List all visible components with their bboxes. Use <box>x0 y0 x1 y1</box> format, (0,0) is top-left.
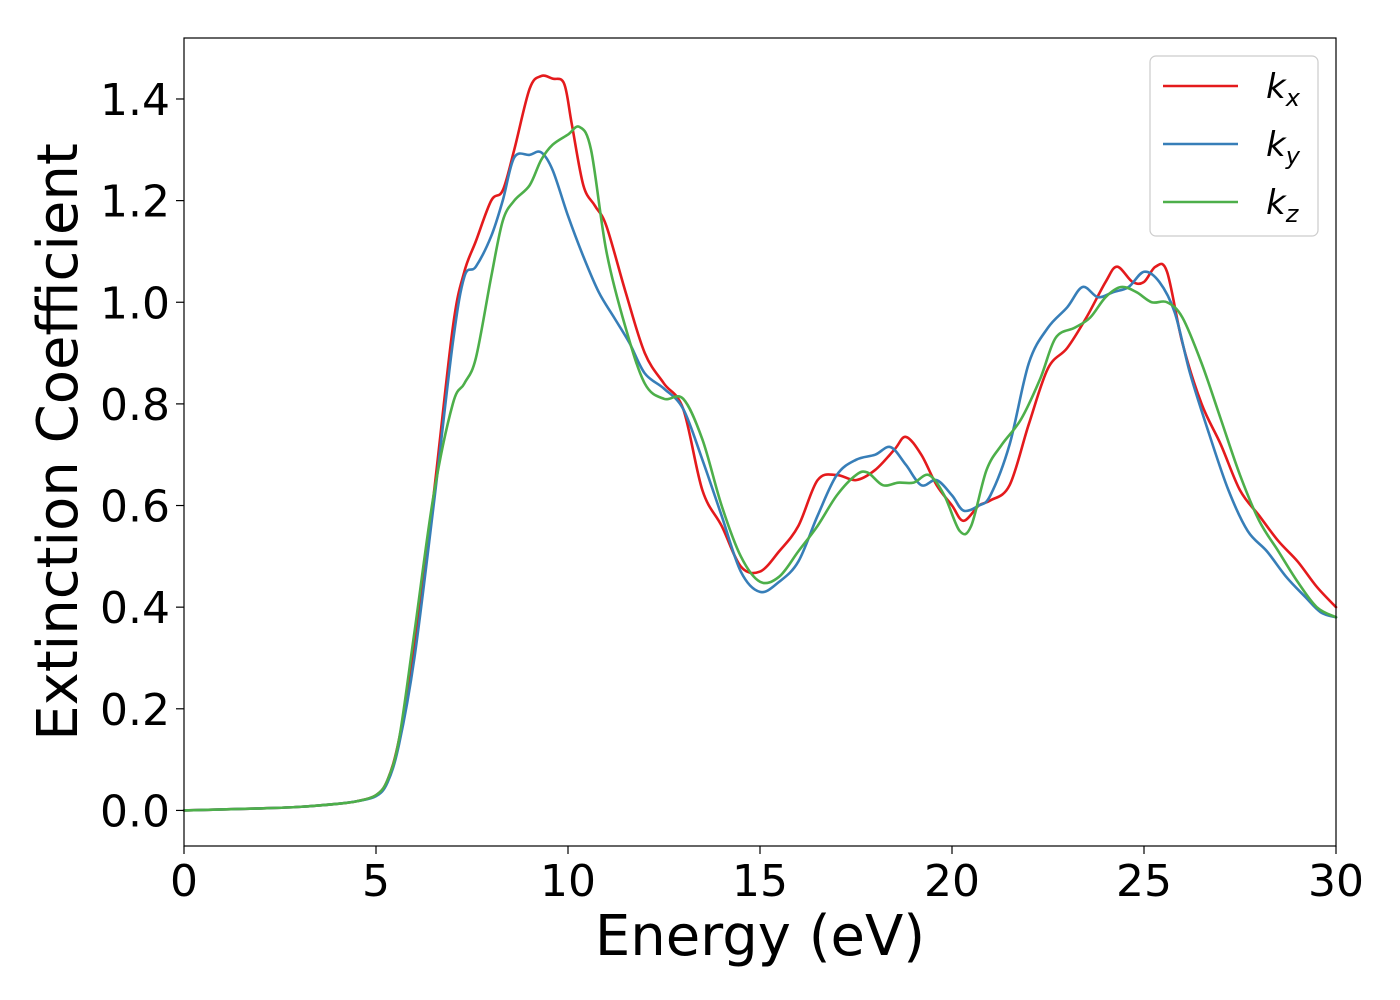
y-tick-label: 0.6 <box>100 482 170 533</box>
y-tick-label: 0.2 <box>100 685 170 736</box>
y-axis-ticks: 0.0 0.2 0.4 0.6 0.8 1.0 1.2 1.4 <box>100 75 184 837</box>
x-tick-label: 20 <box>924 856 980 907</box>
x-axis-ticks: 0 5 10 15 20 25 30 <box>170 846 1364 907</box>
y-tick-label: 0.4 <box>100 583 170 634</box>
x-tick-label: 15 <box>732 856 788 907</box>
y-tick-label: 0.8 <box>100 380 170 431</box>
series-line-z <box>182 125 1338 812</box>
series-line-x <box>182 74 1338 812</box>
plot-background <box>184 38 1336 846</box>
legend-label-y: ky <box>1266 125 1301 170</box>
x-axis-label: Energy (eV) <box>595 904 925 969</box>
series-layer <box>182 74 1338 812</box>
y-tick-label: 0.0 <box>100 786 170 837</box>
y-tick-label: 1.4 <box>100 75 170 126</box>
x-tick-label: 30 <box>1308 856 1364 907</box>
y-tick-label: 1.2 <box>100 177 170 228</box>
y-tick-label: 1.0 <box>100 278 170 329</box>
x-tick-label: 10 <box>540 856 596 907</box>
legend-box <box>1149 55 1319 237</box>
x-tick-label: 0 <box>170 856 198 907</box>
x-tick-label: 25 <box>1116 856 1172 907</box>
x-tick-label: 5 <box>362 856 390 907</box>
y-axis-label: Extinction Coefficient <box>26 143 91 741</box>
